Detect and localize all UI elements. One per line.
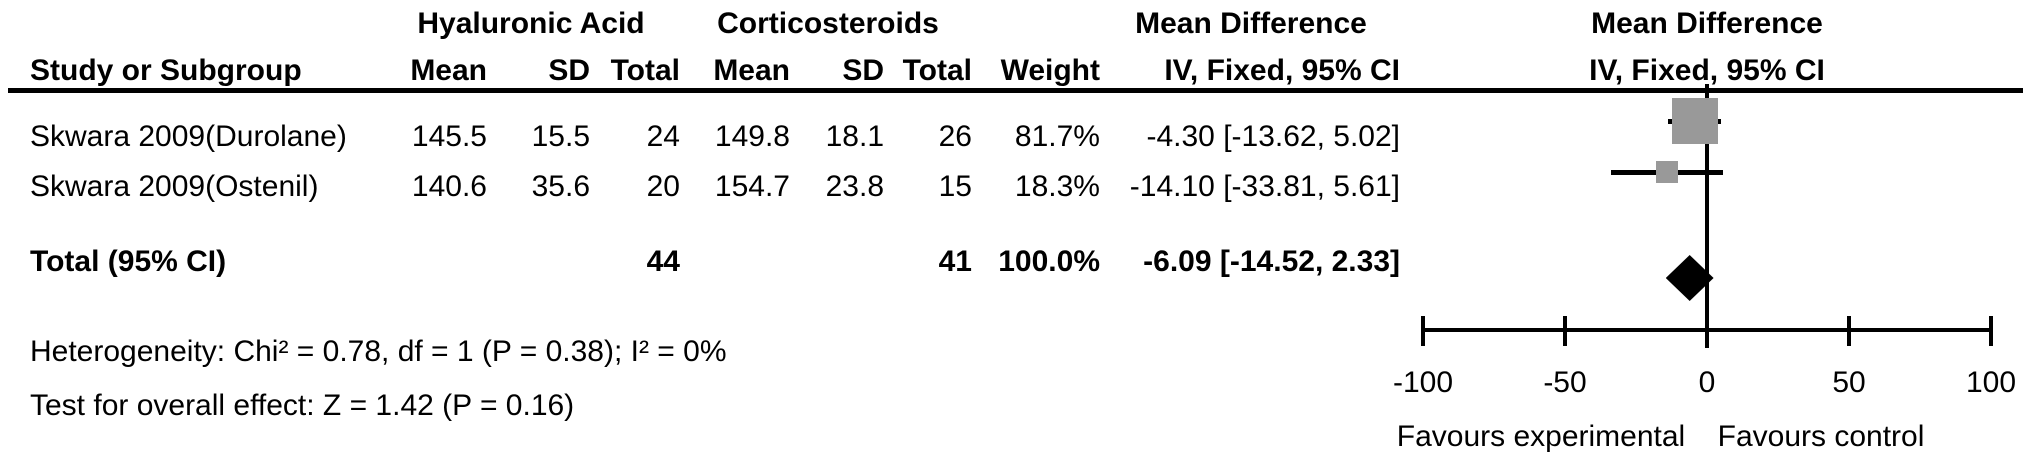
total-weight: 100.0% [998, 245, 1100, 278]
zero-line [1705, 84, 1709, 348]
favours-experimental-label: Favours experimental [1396, 420, 1686, 453]
total-experimental-value: 24 [646, 120, 680, 153]
header-mean-difference-table: Mean Difference [1135, 7, 1367, 40]
total-row-label: Total (95% CI) [30, 245, 227, 278]
ci-value: -14.10 [-33.81, 5.61] [1129, 170, 1400, 203]
heterogeneity-text: Heterogeneity: Chi² = 0.78, df = 1 (P = … [30, 335, 727, 368]
weight-square [1671, 98, 1718, 144]
header-ci-table: IV, Fixed, 95% CI [1164, 54, 1400, 87]
total-control-value: 15 [938, 170, 972, 203]
weight-square [1655, 161, 1678, 183]
header-sd-experimental: SD [548, 54, 590, 87]
x-axis-tick [1421, 316, 1425, 346]
mean-experimental-value: 145.5 [411, 120, 487, 153]
x-axis-tick-label: 0 [1698, 366, 1716, 399]
total-experimental-sum: 44 [646, 245, 680, 278]
header-divider-line [8, 88, 2023, 93]
x-axis-tick-label: 50 [1832, 366, 1866, 399]
sd-control-value: 23.8 [825, 170, 884, 203]
total-experimental-value: 20 [646, 170, 680, 203]
study-label: Skwara 2009(Durolane) [30, 120, 347, 153]
header-mean-difference-plot: Mean Difference [1591, 7, 1823, 40]
x-axis-tick [1847, 316, 1851, 346]
header-study-or-subgroup: Study or Subgroup [30, 54, 302, 87]
study-label: Skwara 2009(Ostenil) [30, 170, 319, 203]
header-group-experimental: Hyaluronic Acid [417, 7, 645, 40]
weight-value: 18.3% [1014, 170, 1100, 203]
x-axis-tick-label: -50 [1543, 366, 1587, 399]
ci-value: -4.30 [-13.62, 5.02] [1146, 120, 1400, 153]
weight-value: 81.7% [1014, 120, 1100, 153]
mean-experimental-value: 140.6 [411, 170, 487, 203]
header-mean-experimental: Mean [410, 54, 487, 87]
header-total-control: Total [902, 54, 972, 87]
sd-experimental-value: 35.6 [531, 170, 590, 203]
x-axis-tick-label: -100 [1392, 366, 1454, 399]
mean-control-value: 154.7 [714, 170, 790, 203]
mean-control-value: 149.8 [714, 120, 790, 153]
total-control-sum: 41 [938, 245, 972, 278]
sd-experimental-value: 15.5 [531, 120, 590, 153]
total-control-value: 26 [938, 120, 972, 153]
x-axis-tick [1563, 316, 1567, 346]
overall-effect-text: Test for overall effect: Z = 1.42 (P = 0… [30, 389, 575, 422]
header-ci-plot: IV, Fixed, 95% CI [1589, 54, 1825, 87]
header-mean-control: Mean [713, 54, 790, 87]
total-ci: -6.09 [-14.52, 2.33] [1143, 245, 1400, 278]
x-axis-tick [1989, 316, 1993, 346]
sd-control-value: 18.1 [825, 120, 884, 153]
header-group-control: Corticosteroids [717, 7, 939, 40]
x-axis-tick [1705, 316, 1709, 348]
header-weight: Weight [1000, 54, 1100, 87]
header-total-experimental: Total [610, 54, 680, 87]
header-sd-control: SD [842, 54, 884, 87]
favours-control-label: Favours control [1717, 420, 1925, 453]
x-axis-tick-label: 100 [1965, 366, 2017, 399]
